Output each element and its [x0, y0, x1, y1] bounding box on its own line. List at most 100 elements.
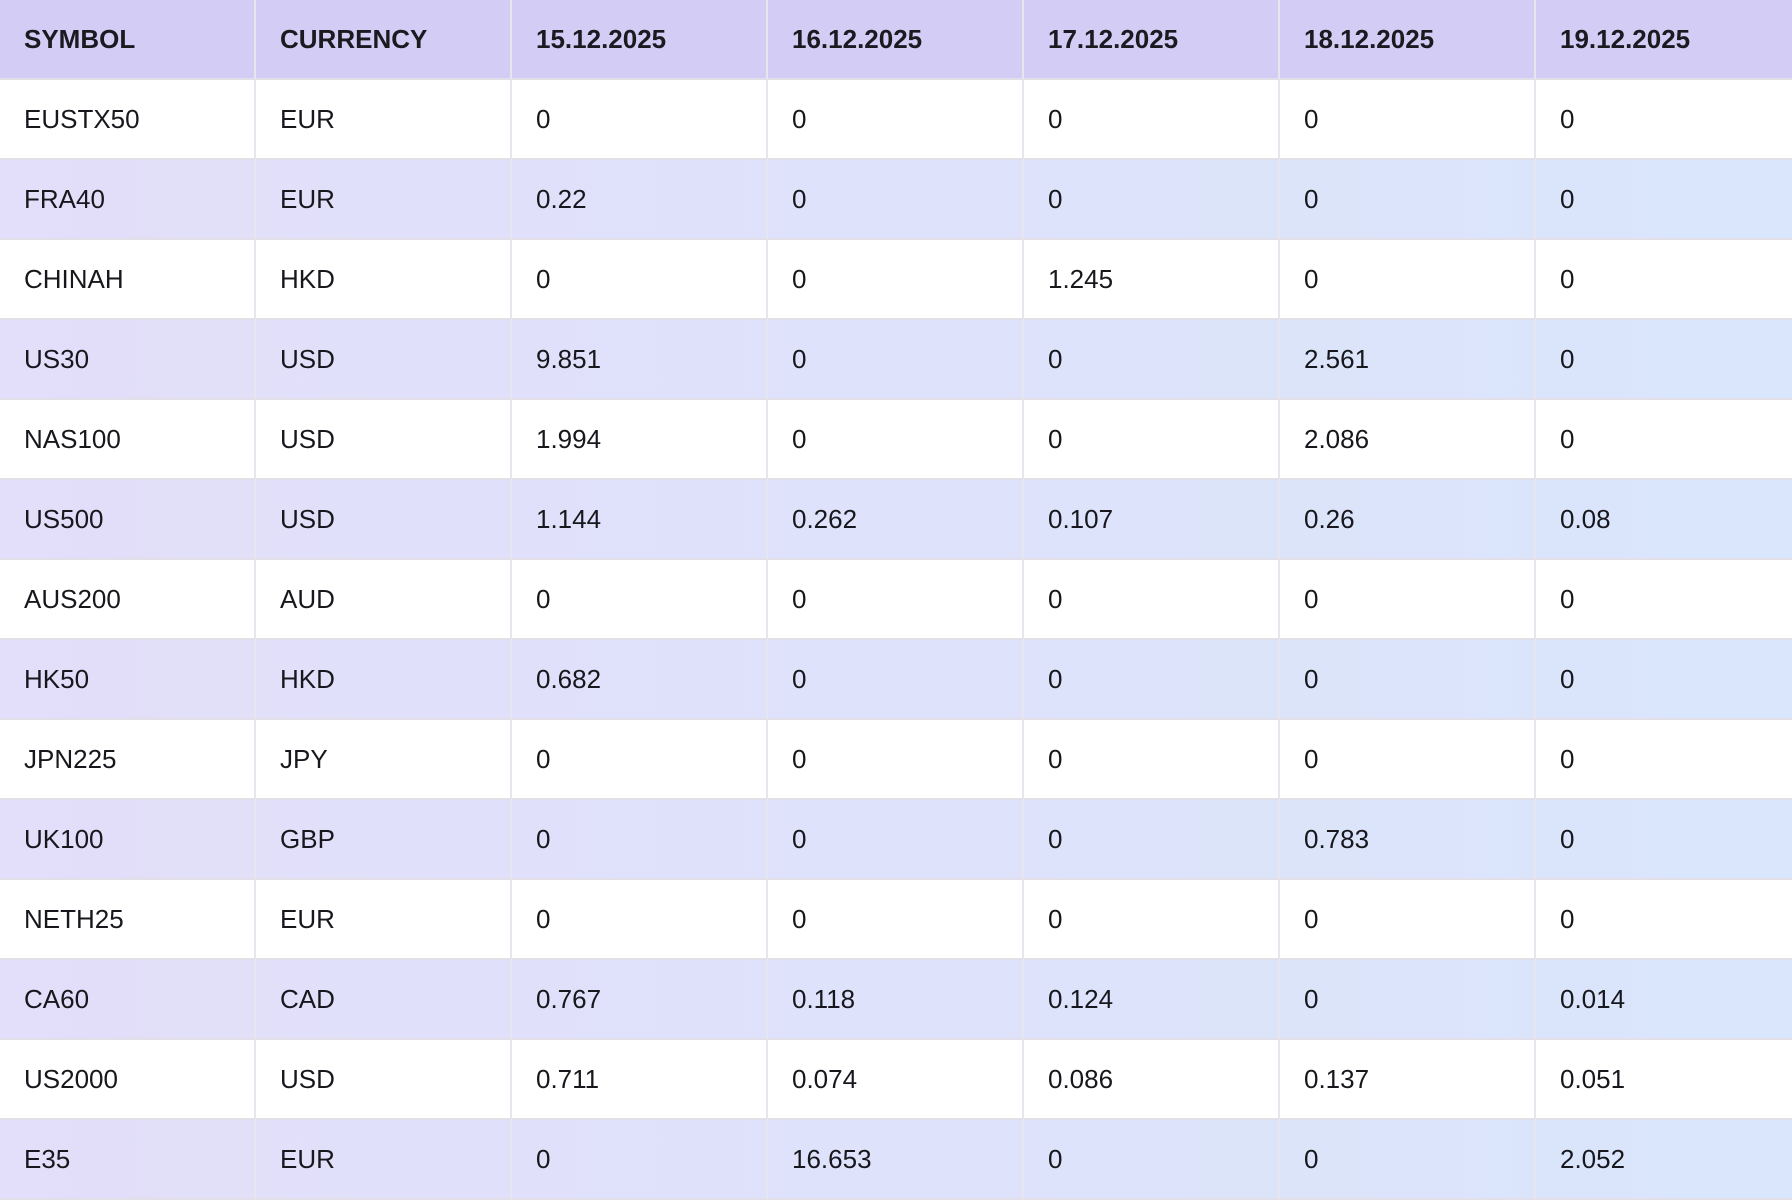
- cell-value: 1.245: [1024, 240, 1280, 320]
- cell-value: 2.052: [1536, 1120, 1792, 1200]
- table-row: HK50 HKD 0.682 0 0 0 0: [0, 640, 1792, 720]
- cell-value: 0: [768, 160, 1024, 240]
- cell-value: 0.107: [1024, 480, 1280, 560]
- cell-value: 0: [1024, 80, 1280, 160]
- column-header-date: 15.12.2025: [512, 0, 768, 80]
- cell-value: 2.086: [1280, 400, 1536, 480]
- cell-value: 0: [512, 1120, 768, 1200]
- cell-value: 0.074: [768, 1040, 1024, 1120]
- cell-symbol: US30: [0, 320, 256, 400]
- cell-symbol: US500: [0, 480, 256, 560]
- cell-value: 0: [512, 720, 768, 800]
- cell-value: 0: [1024, 640, 1280, 720]
- header-row: SYMBOL CURRENCY 15.12.2025 16.12.2025 17.12.…: [0, 0, 1792, 80]
- cell-value: 0: [1536, 880, 1792, 960]
- cell-value: 0.783: [1280, 800, 1536, 880]
- cell-value: 0: [1024, 800, 1280, 880]
- cell-currency: USD: [256, 1040, 512, 1120]
- column-header-symbol: SYMBOL: [0, 0, 256, 80]
- cell-currency: AUD: [256, 560, 512, 640]
- cell-currency: HKD: [256, 640, 512, 720]
- cell-value: 0: [1024, 160, 1280, 240]
- cell-value: 0: [1536, 160, 1792, 240]
- cell-symbol: FRA40: [0, 160, 256, 240]
- table-header: SYMBOL CURRENCY 15.12.2025 16.12.2025 17.12.…: [0, 0, 1792, 80]
- cell-value: 0: [1024, 1120, 1280, 1200]
- cell-value: 1.144: [512, 480, 768, 560]
- cell-value: 0: [1280, 240, 1536, 320]
- cell-currency: EUR: [256, 1120, 512, 1200]
- cell-value: 0: [512, 80, 768, 160]
- cell-value: 0: [1280, 1120, 1536, 1200]
- cell-value: 0.051: [1536, 1040, 1792, 1120]
- table-body: EUSTX50 EUR 0 0 0 0 0 FRA40 EUR 0.22 0 0 0 0 CHINAH HKD…: [0, 80, 1792, 1200]
- table-row: CA60 CAD 0.767 0.118 0.124 0 0.014: [0, 960, 1792, 1040]
- table-row: NAS100 USD 1.994 0 0 2.086 0: [0, 400, 1792, 480]
- column-header-date: 18.12.2025: [1280, 0, 1536, 80]
- column-header-date: 16.12.2025: [768, 0, 1024, 80]
- cell-value: 0: [768, 240, 1024, 320]
- cell-value: 0: [768, 640, 1024, 720]
- table-row: FRA40 EUR 0.22 0 0 0 0: [0, 160, 1792, 240]
- cell-symbol: JPN225: [0, 720, 256, 800]
- cell-value: 0.262: [768, 480, 1024, 560]
- cell-value: 0.118: [768, 960, 1024, 1040]
- table-row: CHINAH HKD 0 0 1.245 0 0: [0, 240, 1792, 320]
- cell-value: 0.08: [1536, 480, 1792, 560]
- cell-value: 0: [1536, 240, 1792, 320]
- cell-value: 9.851: [512, 320, 768, 400]
- cell-symbol: NAS100: [0, 400, 256, 480]
- table-row: US500 USD 1.144 0.262 0.107 0.26 0.08: [0, 480, 1792, 560]
- cell-value: 0: [1536, 720, 1792, 800]
- table-row: UK100 GBP 0 0 0 0.783 0: [0, 800, 1792, 880]
- cell-value: 0: [768, 80, 1024, 160]
- cell-value: 0.124: [1024, 960, 1280, 1040]
- table-row: NETH25 EUR 0 0 0 0 0: [0, 880, 1792, 960]
- table-row: US2000 USD 0.711 0.074 0.086 0.137 0.051: [0, 1040, 1792, 1120]
- cell-value: 0: [768, 400, 1024, 480]
- cell-value: 0: [1536, 800, 1792, 880]
- table-row: AUS200 AUD 0 0 0 0 0: [0, 560, 1792, 640]
- cell-value: 0.767: [512, 960, 768, 1040]
- cell-value: 0.086: [1024, 1040, 1280, 1120]
- column-header-date: 19.12.2025: [1536, 0, 1792, 80]
- cell-symbol: EUSTX50: [0, 80, 256, 160]
- cell-value: 0: [1536, 80, 1792, 160]
- cell-symbol: UK100: [0, 800, 256, 880]
- cell-value: 0: [1536, 320, 1792, 400]
- table-row: E35 EUR 0 16.653 0 0 2.052: [0, 1120, 1792, 1200]
- cell-value: 0: [768, 800, 1024, 880]
- cell-value: 0: [1024, 560, 1280, 640]
- cell-symbol: HK50: [0, 640, 256, 720]
- cell-value: 0: [1536, 640, 1792, 720]
- cell-value: 2.561: [1280, 320, 1536, 400]
- cell-symbol: CHINAH: [0, 240, 256, 320]
- cell-value: 0: [1024, 880, 1280, 960]
- cell-value: 0: [1280, 960, 1536, 1040]
- cell-value: 0.26: [1280, 480, 1536, 560]
- cell-value: 0.014: [1536, 960, 1792, 1040]
- cell-value: 1.994: [512, 400, 768, 480]
- cell-symbol: CA60: [0, 960, 256, 1040]
- cell-value: 0: [768, 720, 1024, 800]
- cell-symbol: US2000: [0, 1040, 256, 1120]
- cell-currency: EUR: [256, 880, 512, 960]
- cell-value: 0: [1536, 400, 1792, 480]
- table-row: EUSTX50 EUR 0 0 0 0 0: [0, 80, 1792, 160]
- cell-value: 0: [512, 240, 768, 320]
- cell-currency: CAD: [256, 960, 512, 1040]
- cell-value: 0: [1280, 720, 1536, 800]
- cell-value: 0: [768, 560, 1024, 640]
- cell-value: 0: [1280, 640, 1536, 720]
- cell-value: 0: [1280, 880, 1536, 960]
- cell-value: 0.22: [512, 160, 768, 240]
- cell-value: 0.682: [512, 640, 768, 720]
- cell-currency: USD: [256, 400, 512, 480]
- cell-value: 0: [1024, 320, 1280, 400]
- column-header-currency: CURRENCY: [256, 0, 512, 80]
- cell-value: 0.137: [1280, 1040, 1536, 1120]
- cell-value: 0: [768, 320, 1024, 400]
- cell-value: 0: [512, 800, 768, 880]
- cell-currency: EUR: [256, 80, 512, 160]
- cell-currency: JPY: [256, 720, 512, 800]
